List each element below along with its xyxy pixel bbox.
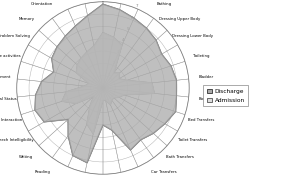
Legend: Discharge, Admission: Discharge, Admission [203, 85, 249, 106]
Polygon shape [35, 4, 176, 163]
Polygon shape [62, 33, 154, 134]
